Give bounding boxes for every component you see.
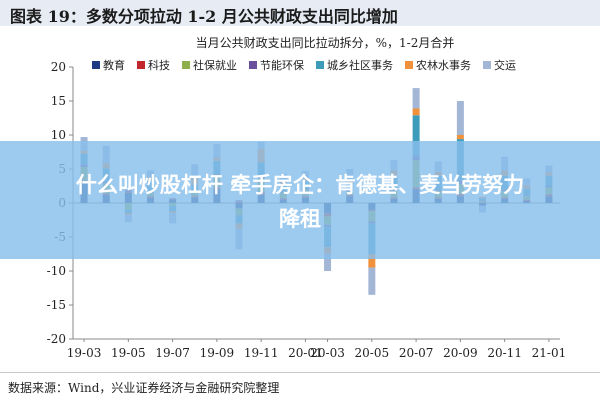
legend-swatch-0 [92,61,100,69]
figure-title: 图表 19：多数分项拉动 1-2 月公共财政支出同比增加 [10,7,398,26]
legend-label-3: 节能环保 [260,58,304,72]
y-tick-label-2: -10 [47,264,66,278]
bar-20-07-s6 [412,88,420,109]
x-tick-label-3: 19-09 [200,346,235,360]
report-header: 图表 19：多数分项拉动 1-2 月公共财政支出同比增加 [0,0,600,26]
y-tick-label-6: 10 [51,128,66,142]
x-tick-label-0: 19-03 [67,346,102,360]
headline-line-1[interactable]: 什么叫炒股杠杆 牵手房企：肯德基、麦当劳努力 [75,173,525,197]
legend-label-4: 城乡社区事务 [327,58,393,72]
legend-label-6: 交运 [494,58,516,72]
y-tick-label-1: -15 [47,298,66,312]
x-tick-label-11: 21-01 [532,346,567,360]
bar-20-09-s5 [456,135,464,140]
bar-20-05-s5 [368,254,376,268]
x-tick-label-2: 19-07 [155,346,190,360]
legend-label-0: 教育 [103,58,125,72]
bar-20-07-s5 [412,108,420,116]
x-tick-label-10: 20-11 [487,346,522,360]
bar-20-03-s6 [324,254,332,271]
y-tick-label-7: 15 [51,94,66,108]
bar-20-09-s6 [456,101,464,135]
legend-swatch-2 [182,61,190,69]
legend-label-1: 科技 [148,58,170,72]
legend-swatch-1 [137,61,145,69]
legend-swatch-3 [249,61,257,69]
legend-swatch-5 [405,61,413,69]
legend-swatch-6 [483,61,491,69]
y-tick-label-8: 20 [51,60,66,74]
legend-label-5: 农林水事务 [416,58,471,72]
data-source: 数据来源：Wind，兴业证券经济与金融研究院整理 [8,381,280,395]
x-tick-label-5: 20-01 [288,346,323,360]
y-tick-label-0: -20 [47,332,66,346]
report-footer: 数据来源：Wind，兴业证券经济与金融研究院整理 [0,372,600,401]
x-tick-label-6: 20-03 [310,346,345,360]
x-tick-label-7: 20-05 [355,346,390,360]
chart-title: 当月公共财政支出同比拉动拆分，%，1-2月合并 [196,35,455,50]
headline-overlay[interactable]: 什么叫炒股杠杆 牵手房企：肯德基、麦当劳努力 降租 [0,141,600,259]
bar-20-05-s6 [368,267,376,295]
x-tick-label-1: 19-05 [111,346,146,360]
headline-line-2[interactable]: 降租 [279,207,321,231]
legend-label-2: 社保就业 [193,58,237,72]
x-tick-label-4: 19-11 [244,346,279,360]
bar-20-07-s4 [412,115,420,157]
x-tick-label-9: 20-09 [443,346,478,360]
x-tick-label-8: 20-07 [399,346,434,360]
legend-swatch-4 [316,61,324,69]
